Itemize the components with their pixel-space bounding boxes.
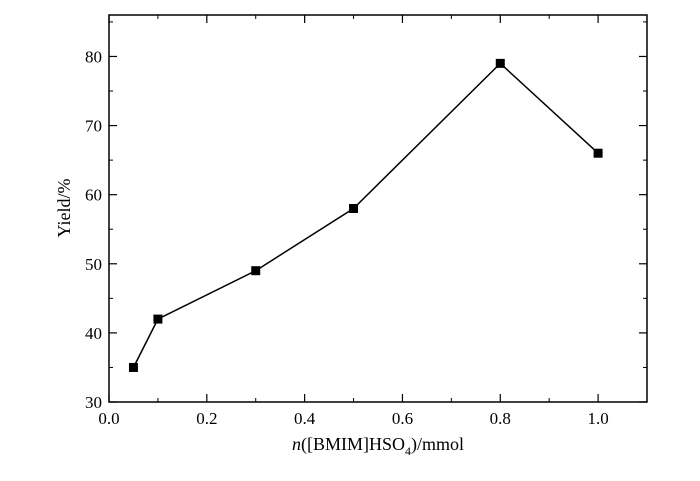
x-tick-label: 0.8 xyxy=(490,409,511,428)
plot-frame xyxy=(108,14,648,403)
y-tick-label: 80 xyxy=(85,47,102,66)
data-point xyxy=(349,204,359,213)
x-axis-title: n([BMIM]HSO4)/mmol xyxy=(292,434,464,458)
x-tick-label: 1.0 xyxy=(587,409,608,428)
y-tick-label: 70 xyxy=(85,117,102,136)
data-point xyxy=(593,148,603,158)
y-tick-label: 50 xyxy=(85,255,102,274)
data-point xyxy=(251,266,261,276)
y-axis-title: Yield/% xyxy=(54,179,74,238)
data-markers xyxy=(128,58,603,372)
y-tick-label: 30 xyxy=(85,393,102,412)
series-line xyxy=(132,62,599,368)
x-tick-label: 0.2 xyxy=(196,409,217,428)
x-tick-label: 0.0 xyxy=(98,409,119,428)
data-point xyxy=(153,314,163,324)
data-point xyxy=(495,58,505,68)
x-tick-label: 0.6 xyxy=(392,409,413,428)
data-point xyxy=(128,362,138,372)
axis-ticks xyxy=(108,15,647,403)
x-tick-label: 0.4 xyxy=(294,409,316,428)
y-tick-label: 60 xyxy=(85,186,102,205)
y-tick-label: 40 xyxy=(85,324,102,343)
axis-tick-labels: 0.0 0.2 0.4 0.6 0.8 1.0 30 40 50 60 70 80 xyxy=(85,47,609,428)
